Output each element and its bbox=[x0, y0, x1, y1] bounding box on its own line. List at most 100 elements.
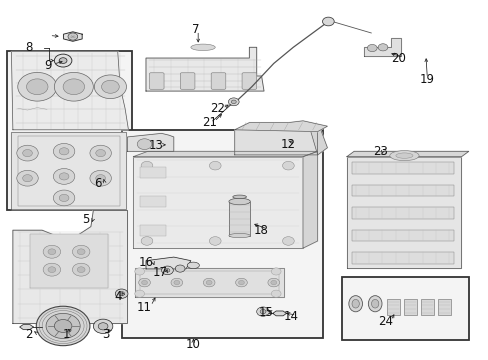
Text: 15: 15 bbox=[259, 306, 273, 319]
Circle shape bbox=[203, 278, 215, 287]
Bar bbox=[122, 130, 322, 338]
Text: 7: 7 bbox=[192, 23, 199, 36]
Circle shape bbox=[161, 266, 173, 275]
Circle shape bbox=[141, 237, 153, 245]
Ellipse shape bbox=[351, 300, 359, 308]
Circle shape bbox=[119, 292, 124, 296]
Bar bbox=[140, 167, 166, 178]
Circle shape bbox=[139, 278, 150, 287]
Circle shape bbox=[102, 80, 119, 93]
Ellipse shape bbox=[389, 150, 418, 161]
Circle shape bbox=[271, 290, 281, 297]
Text: 4: 4 bbox=[114, 290, 121, 303]
Circle shape bbox=[135, 268, 144, 275]
Polygon shape bbox=[11, 132, 126, 210]
Text: 5: 5 bbox=[82, 213, 89, 226]
Ellipse shape bbox=[232, 195, 246, 199]
Circle shape bbox=[77, 249, 85, 255]
Circle shape bbox=[54, 54, 72, 67]
Text: 6: 6 bbox=[94, 177, 102, 190]
Circle shape bbox=[63, 79, 84, 95]
Circle shape bbox=[228, 98, 239, 106]
Text: 2: 2 bbox=[25, 328, 33, 341]
Ellipse shape bbox=[348, 296, 362, 312]
Circle shape bbox=[36, 306, 90, 346]
Circle shape bbox=[141, 161, 153, 170]
Bar bbox=[351, 230, 453, 241]
Circle shape bbox=[98, 323, 108, 330]
Circle shape bbox=[209, 237, 221, 245]
Polygon shape bbox=[272, 311, 286, 316]
Circle shape bbox=[72, 263, 90, 276]
Circle shape bbox=[115, 289, 128, 298]
Circle shape bbox=[59, 194, 69, 202]
Bar bbox=[351, 185, 453, 196]
Polygon shape bbox=[346, 151, 468, 157]
Circle shape bbox=[96, 149, 105, 157]
Circle shape bbox=[174, 280, 180, 285]
Circle shape bbox=[48, 267, 56, 273]
Polygon shape bbox=[363, 39, 400, 56]
Text: 11: 11 bbox=[137, 301, 152, 314]
Text: 10: 10 bbox=[185, 338, 201, 351]
Circle shape bbox=[18, 72, 57, 101]
Polygon shape bbox=[133, 157, 303, 248]
Circle shape bbox=[53, 143, 75, 159]
Circle shape bbox=[231, 100, 236, 104]
Circle shape bbox=[59, 173, 69, 180]
Circle shape bbox=[322, 17, 333, 26]
Circle shape bbox=[53, 190, 75, 206]
Bar bbox=[420, 300, 433, 315]
Polygon shape bbox=[20, 325, 33, 329]
Polygon shape bbox=[63, 32, 82, 41]
Circle shape bbox=[171, 278, 183, 287]
Circle shape bbox=[53, 168, 75, 184]
Circle shape bbox=[282, 237, 294, 245]
Circle shape bbox=[54, 319, 72, 332]
Circle shape bbox=[17, 170, 38, 186]
Ellipse shape bbox=[190, 44, 215, 50]
Circle shape bbox=[137, 139, 152, 149]
Bar bbox=[341, 277, 468, 339]
Polygon shape bbox=[146, 47, 264, 91]
Circle shape bbox=[96, 175, 105, 182]
Text: 8: 8 bbox=[25, 41, 33, 54]
Bar bbox=[228, 202, 250, 235]
Circle shape bbox=[235, 278, 247, 287]
Bar bbox=[403, 300, 416, 315]
Ellipse shape bbox=[367, 296, 381, 312]
Circle shape bbox=[93, 319, 113, 333]
Circle shape bbox=[209, 161, 221, 170]
Circle shape bbox=[135, 290, 144, 297]
Circle shape bbox=[43, 245, 61, 258]
Circle shape bbox=[46, 314, 80, 338]
Bar bbox=[18, 136, 120, 206]
Bar bbox=[140, 225, 166, 235]
Circle shape bbox=[238, 280, 244, 285]
Text: 23: 23 bbox=[373, 145, 387, 158]
Polygon shape bbox=[135, 268, 283, 297]
Text: 18: 18 bbox=[254, 224, 268, 237]
Circle shape bbox=[68, 33, 78, 40]
Ellipse shape bbox=[395, 153, 412, 158]
Circle shape bbox=[164, 269, 169, 272]
Circle shape bbox=[26, 79, 48, 95]
Circle shape bbox=[175, 265, 184, 272]
Polygon shape bbox=[310, 128, 327, 155]
Circle shape bbox=[282, 161, 294, 170]
FancyBboxPatch shape bbox=[211, 73, 225, 89]
Circle shape bbox=[377, 44, 387, 51]
Polygon shape bbox=[133, 151, 317, 157]
Text: 16: 16 bbox=[138, 256, 153, 269]
Text: 20: 20 bbox=[390, 51, 405, 64]
Circle shape bbox=[267, 278, 279, 287]
Bar bbox=[351, 207, 453, 219]
Bar bbox=[140, 196, 166, 207]
Circle shape bbox=[72, 245, 90, 258]
Circle shape bbox=[22, 149, 32, 157]
Circle shape bbox=[206, 280, 212, 285]
Bar bbox=[6, 51, 132, 211]
Text: 22: 22 bbox=[209, 103, 224, 116]
Circle shape bbox=[94, 75, 126, 99]
Circle shape bbox=[59, 58, 67, 63]
